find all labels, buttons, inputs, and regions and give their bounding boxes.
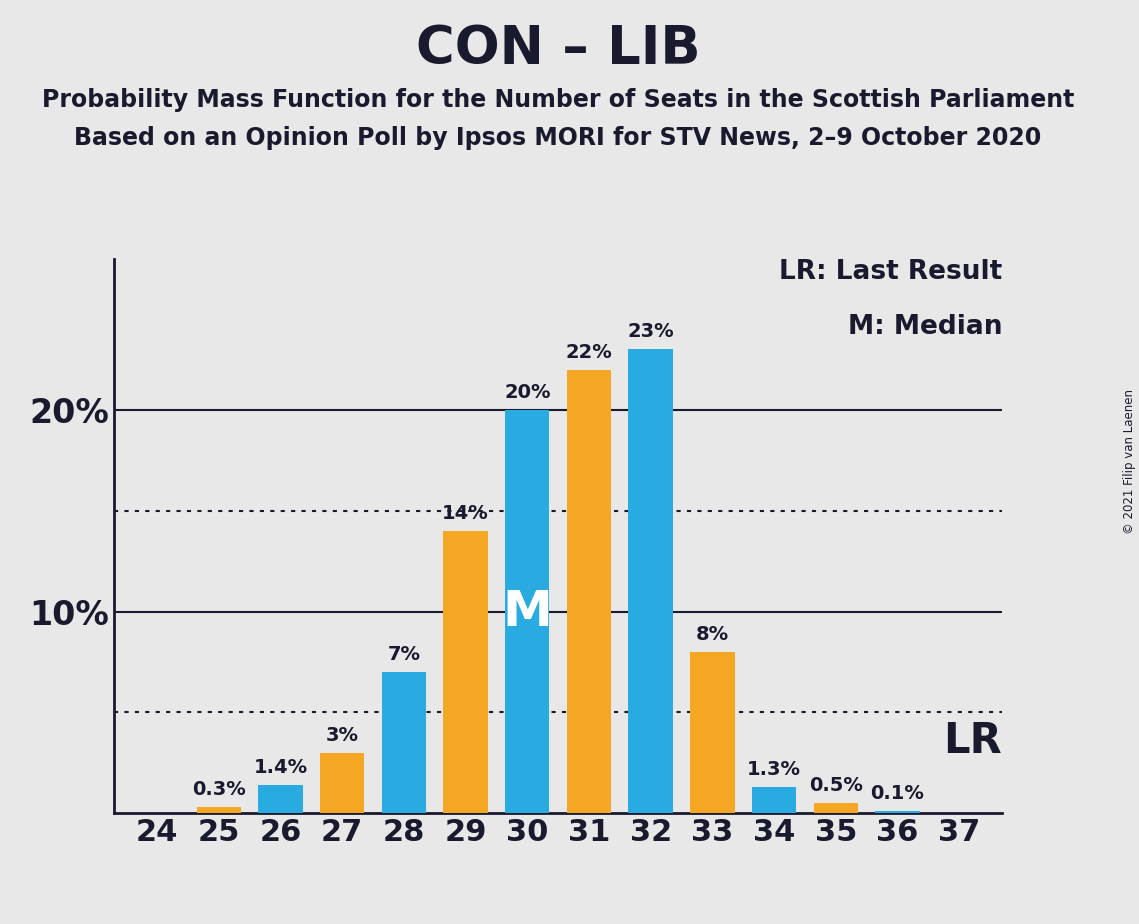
Text: CON – LIB: CON – LIB <box>416 23 700 75</box>
Bar <box>382 672 426 813</box>
Text: 7%: 7% <box>387 645 420 664</box>
Text: 1.4%: 1.4% <box>253 758 308 777</box>
Text: 20%: 20% <box>505 383 550 402</box>
Text: 3%: 3% <box>326 725 359 745</box>
Bar <box>443 531 487 813</box>
Text: M: Median: M: Median <box>847 314 1002 340</box>
Text: 22%: 22% <box>566 343 613 361</box>
Bar <box>259 784 303 813</box>
Bar <box>752 787 796 813</box>
Bar <box>875 811 919 813</box>
Text: 14%: 14% <box>442 504 489 523</box>
Text: 23%: 23% <box>628 322 674 341</box>
Text: 0.1%: 0.1% <box>870 784 925 803</box>
Text: Based on an Opinion Poll by Ipsos MORI for STV News, 2–9 October 2020: Based on an Opinion Poll by Ipsos MORI f… <box>74 126 1042 150</box>
Text: Probability Mass Function for the Number of Seats in the Scottish Parliament: Probability Mass Function for the Number… <box>42 88 1074 112</box>
Bar <box>690 651 735 813</box>
Text: © 2021 Filip van Laenen: © 2021 Filip van Laenen <box>1123 390 1137 534</box>
Text: LR: Last Result: LR: Last Result <box>779 259 1002 285</box>
Text: LR: LR <box>943 720 1002 762</box>
Text: 8%: 8% <box>696 625 729 644</box>
Bar <box>629 349 673 813</box>
Bar <box>505 410 549 813</box>
Bar <box>813 803 858 813</box>
Text: 1.3%: 1.3% <box>747 760 801 779</box>
Bar <box>197 807 241 813</box>
Bar <box>320 753 364 813</box>
Text: 0.3%: 0.3% <box>191 780 246 799</box>
Text: M: M <box>502 588 552 636</box>
Text: 0.5%: 0.5% <box>809 776 862 795</box>
Bar <box>567 370 612 813</box>
